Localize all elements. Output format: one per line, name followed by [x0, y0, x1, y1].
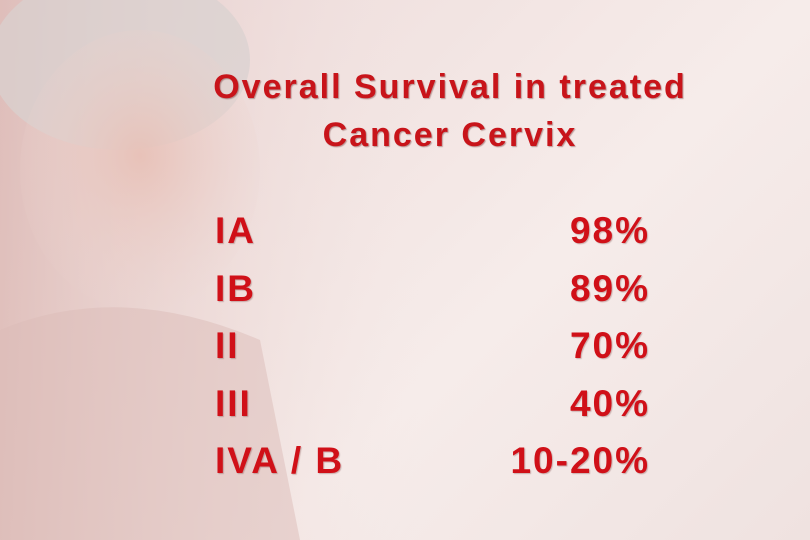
- stage-label: IA: [215, 210, 256, 251]
- title: Cancer Cervix: [322, 116, 578, 154]
- survival-value: 98%: [569, 210, 650, 251]
- stage-label: II: [215, 325, 240, 366]
- stage-label: III: [215, 383, 252, 424]
- survival-value: 40%: [569, 383, 650, 424]
- title: Overall Survival in treated: [213, 68, 687, 106]
- survival-value: 70%: [569, 325, 650, 366]
- survival-value: 89%: [569, 268, 650, 309]
- stage-label: IVA / B: [215, 440, 345, 481]
- survival-value: 10-20%: [510, 440, 650, 481]
- stage-label: IB: [215, 268, 256, 309]
